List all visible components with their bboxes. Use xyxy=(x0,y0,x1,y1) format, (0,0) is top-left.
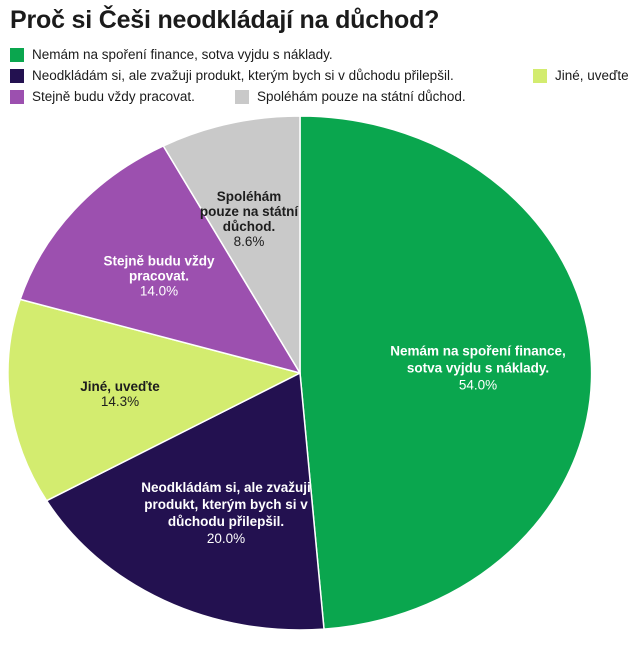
legend-label: Spoléhám pouze na státní důchod. xyxy=(257,89,466,104)
chart-title: Proč si Češi neodkládají na důchod? xyxy=(10,6,440,34)
legend-swatch-yellow-green xyxy=(533,69,547,83)
pie-slice-1 xyxy=(299,115,593,630)
legend-swatch-green xyxy=(10,48,24,62)
pie-slice-4 xyxy=(19,145,301,374)
legend-label: Stejně budu vždy pracovat. xyxy=(32,89,195,104)
legend-swatch-navy xyxy=(10,69,24,83)
pie-slice-2 xyxy=(45,372,325,631)
legend-swatch-gray xyxy=(235,90,249,104)
pie-slice-5 xyxy=(162,115,301,374)
legend-swatch-purple xyxy=(10,90,24,104)
legend-item-no-finances: Nemám na spoření finance, sotva vyjdu s … xyxy=(10,46,333,64)
legend-label: Nemám na spoření finance, sotva vyjdu s … xyxy=(32,47,333,62)
legend-item-always-work: Stejně budu vždy pracovat. xyxy=(10,88,195,106)
legend-label: Neodkládám si, ale zvažuji produkt, kter… xyxy=(32,68,454,83)
pie-slice-3 xyxy=(7,298,301,502)
legend-item-other: Jiné, uveďte xyxy=(533,67,629,85)
legend-item-considering-product: Neodkládám si, ale zvažuji produkt, kter… xyxy=(10,67,454,85)
legend-item-state-pension: Spoléhám pouze na státní důchod. xyxy=(235,88,466,106)
legend-label: Jiné, uveďte xyxy=(555,68,629,83)
legend: Nemám na spoření finance, sotva vyjdu s … xyxy=(0,46,640,108)
